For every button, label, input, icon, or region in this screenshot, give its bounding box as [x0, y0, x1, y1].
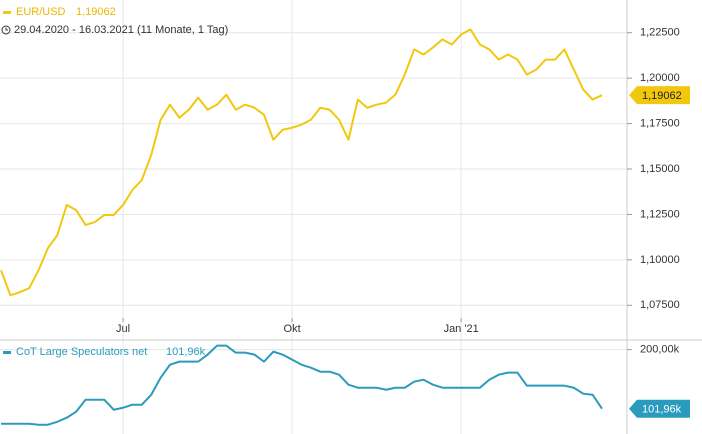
legend-swatch	[3, 351, 11, 354]
line	[1, 344, 603, 426]
x-tick-label: Jul	[116, 323, 130, 335]
last-value-tag	[629, 86, 690, 105]
legend-value: 101,96k	[166, 346, 206, 358]
y-tick-label: 1,12500	[640, 208, 680, 220]
line	[0, 28, 603, 297]
clock-icon	[1, 25, 11, 35]
y-tick-label: 1,15000	[640, 163, 680, 175]
legend-value: 1,19062	[76, 6, 116, 18]
legend-label: EUR/USD	[16, 6, 66, 18]
y-tick-label: 1,10000	[640, 254, 680, 266]
y-tick-label: 1,17500	[640, 117, 680, 129]
y-tick-label: 200,00k	[640, 344, 680, 356]
last-value-label: 1,19062	[642, 90, 682, 102]
y-tick-label: 1,07500	[640, 299, 680, 311]
last-value-tag	[629, 399, 690, 418]
y-tick-label: 1,22500	[640, 27, 680, 39]
legend-swatch	[3, 11, 11, 14]
subtitle: 29.04.2020 - 16.03.2021 (11 Monate, 1 Ta…	[14, 24, 228, 36]
x-tick-label: Okt	[284, 323, 301, 335]
y-tick-label: 1,20000	[640, 72, 680, 84]
legend-label: CoT Large Speculators net	[16, 346, 147, 358]
last-value-label: 101,96k	[642, 404, 682, 416]
x-tick-label: Jan '21	[444, 323, 479, 335]
clock-hand	[5, 27, 8, 31]
